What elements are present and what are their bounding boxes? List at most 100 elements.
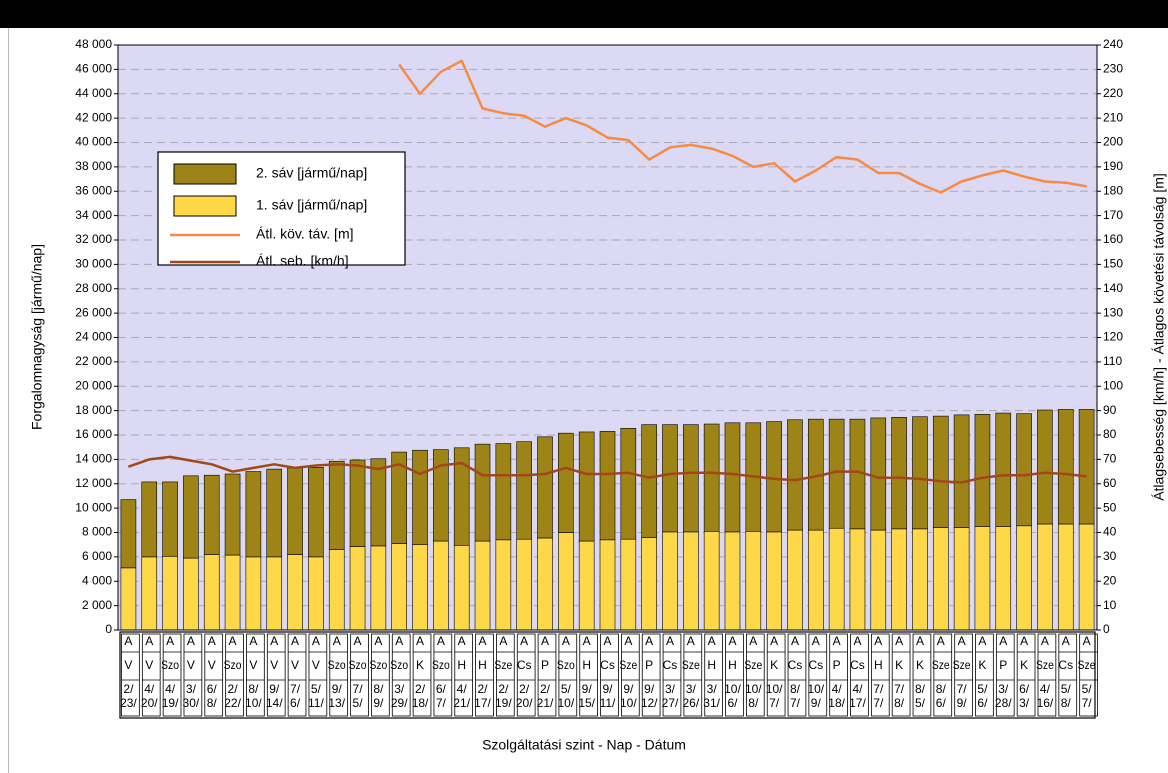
- day-label: Cs: [1058, 658, 1073, 672]
- y-tick-label: 12 000: [75, 476, 112, 490]
- level-label: A: [791, 634, 799, 648]
- date-label: 2/21/: [537, 682, 554, 710]
- date-label: 4/19/: [162, 682, 179, 710]
- bar: [120, 499, 137, 569]
- level-label: A: [312, 634, 320, 648]
- level-label: A: [541, 634, 549, 648]
- bar: [662, 531, 678, 631]
- bar: [995, 412, 1012, 527]
- bar: [1057, 523, 1074, 631]
- level-label: A: [645, 634, 653, 648]
- date-label: 5/11/: [308, 682, 324, 710]
- label-cell: [600, 633, 619, 717]
- legend-swatch: [173, 195, 237, 217]
- y-tick-label: 44 000: [75, 86, 112, 100]
- date-label: 5/10/: [557, 682, 574, 710]
- y2-axis-title: Átlagsebesség [km/h] - Átlagos követési …: [1151, 173, 1167, 501]
- y-tick-label: 4 000: [82, 573, 112, 587]
- y2-tick-label: 170: [1103, 208, 1123, 222]
- day-label: H: [707, 658, 716, 672]
- level-label: A: [687, 634, 695, 648]
- day-label: V: [249, 658, 257, 672]
- legend-label: 2. sáv [jármű/nap]: [256, 165, 367, 181]
- y2-tick-label: 90: [1103, 403, 1117, 417]
- legend-label: 1. sáv [jármű/nap]: [256, 197, 367, 213]
- label-cell: [558, 633, 578, 717]
- bar: [537, 537, 553, 631]
- day-label: V: [270, 658, 278, 672]
- date-label: 9/15/: [578, 682, 595, 710]
- label-cell: [829, 633, 848, 717]
- level-label: A: [229, 634, 237, 648]
- date-label: 10/9/: [807, 682, 824, 710]
- day-label: K: [416, 658, 424, 672]
- label-cell: [1058, 633, 1078, 717]
- level-label: A: [749, 634, 757, 648]
- y2-tick-label: 140: [1103, 281, 1123, 295]
- bar: [370, 545, 387, 631]
- label-cell: [954, 633, 973, 717]
- label-cell: [683, 633, 703, 717]
- label-cell: [433, 633, 453, 717]
- x-axis-title: Szolgáltatási szint - Nap - Dátum: [482, 737, 686, 753]
- level-label: A: [853, 634, 861, 648]
- level-label: A: [999, 634, 1007, 648]
- level-label: A: [937, 634, 945, 648]
- day-label: K: [978, 658, 986, 672]
- bar: [578, 431, 595, 542]
- label-cell: [870, 633, 890, 717]
- label-cell: [975, 633, 994, 717]
- bar: [328, 460, 345, 550]
- y-tick-label: 30 000: [75, 257, 112, 271]
- label-cell: [412, 633, 432, 717]
- date-label: 4/20/: [141, 682, 158, 710]
- label-cell: [787, 633, 807, 717]
- bar: [120, 567, 137, 631]
- bar: [703, 530, 720, 631]
- bar: [641, 424, 657, 538]
- bar: [745, 530, 762, 631]
- bar: [912, 528, 928, 631]
- label-cell: [308, 633, 328, 717]
- day-label: K: [916, 658, 924, 672]
- bar: [474, 443, 491, 542]
- bar: [703, 423, 720, 532]
- day-label: Szo: [224, 658, 242, 672]
- y-axis-title: Forgalomnagyság [jármű/nap]: [29, 244, 45, 430]
- level-label: A: [499, 634, 507, 648]
- date-label: 9/13/: [328, 682, 345, 710]
- level-label: A: [1083, 634, 1091, 648]
- bar: [953, 414, 970, 528]
- date-label: 3/26/: [682, 682, 699, 710]
- label-cell: [475, 633, 494, 717]
- level-label: A: [270, 634, 278, 648]
- bar: [183, 557, 199, 631]
- y-tick-label: 0: [105, 622, 112, 636]
- bar: [349, 459, 366, 547]
- day-label: Szo: [432, 658, 450, 672]
- line-series: [398, 59, 1087, 194]
- label-cell: [162, 633, 182, 717]
- day-label: P: [833, 658, 841, 672]
- bar: [349, 546, 366, 631]
- date-label: 3/27/: [662, 682, 679, 710]
- level-label: A: [479, 634, 487, 648]
- label-cell: [516, 633, 536, 717]
- date-label: 7/6/: [290, 682, 301, 710]
- level-label: A: [728, 634, 736, 648]
- legend-label: Átl. seb. [km/h]: [256, 253, 349, 269]
- label-cell: [225, 633, 244, 717]
- level-label: A: [708, 634, 716, 648]
- date-label: 6/7/: [436, 682, 447, 710]
- day-label: H: [582, 658, 591, 672]
- date-label: 2/20/: [516, 682, 533, 710]
- day-label: Szo: [390, 658, 408, 672]
- day-label: Szo: [557, 658, 575, 672]
- bar: [1057, 409, 1074, 525]
- date-label: 5/6/: [977, 682, 988, 710]
- label-cell: [1037, 633, 1057, 717]
- bar: [683, 424, 699, 533]
- bar: [724, 531, 741, 631]
- y2-tick-label: 100: [1103, 378, 1123, 392]
- bar: [412, 544, 428, 631]
